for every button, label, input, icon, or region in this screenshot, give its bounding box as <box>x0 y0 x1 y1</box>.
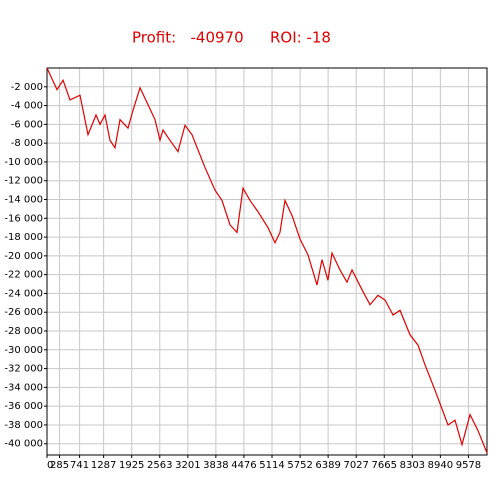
x-tick-label: 1925 <box>119 460 144 471</box>
y-tick-label: -40 000 <box>4 439 43 450</box>
plot-area <box>47 68 487 455</box>
x-tick-label: 2563 <box>147 460 172 471</box>
y-tick-label: -8 000 <box>11 138 43 149</box>
x-tick-label: 0 <box>47 460 53 471</box>
y-tick-label: -2 000 <box>11 82 43 93</box>
x-tick-label: 9578 <box>456 460 481 471</box>
x-tick-label: 6389 <box>315 460 340 471</box>
y-tick-label: -6 000 <box>11 119 43 130</box>
y-tick-label: -26 000 <box>4 307 43 318</box>
y-tick-label: -12 000 <box>4 176 43 187</box>
y-tick-label: -14 000 <box>4 195 43 206</box>
x-tick-label: 3838 <box>203 460 228 471</box>
x-tick-label: 8940 <box>428 460 453 471</box>
y-tick-label: -30 000 <box>4 345 43 356</box>
y-tick-label: -24 000 <box>4 288 43 299</box>
line-series <box>46 67 488 454</box>
x-tick-label: 1287 <box>91 460 116 471</box>
x-tick-label: 8303 <box>400 460 425 471</box>
y-tick-label: -36 000 <box>4 401 43 412</box>
y-tick-label: -38 000 <box>4 420 43 431</box>
x-tick-label: 4476 <box>231 460 256 471</box>
y-tick-label: -18 000 <box>4 232 43 243</box>
y-tick-label: -34 000 <box>4 382 43 393</box>
x-tick-label: 5114 <box>259 460 284 471</box>
chart-title: Profit: -40970 <box>132 29 244 47</box>
chart-subtitle: ROI: -18 <box>270 29 331 47</box>
y-tick-label: -22 000 <box>4 270 43 281</box>
x-tick-label: 285 <box>50 460 69 471</box>
y-tick-label: -4 000 <box>11 101 43 112</box>
plot-border <box>46 67 488 456</box>
x-tick-label: 7027 <box>343 460 368 471</box>
x-tick-label: 3201 <box>175 460 200 471</box>
y-tick-label: -16 000 <box>4 213 43 224</box>
x-tick-label: 5752 <box>287 460 312 471</box>
y-tick-label: -20 000 <box>4 251 43 262</box>
y-tick-label: -32 000 <box>4 364 43 375</box>
x-tick-label: 741 <box>70 460 89 471</box>
y-tick-label: -28 000 <box>4 326 43 337</box>
y-tick-label: -10 000 <box>4 157 43 168</box>
x-tick-label: 7665 <box>372 460 397 471</box>
